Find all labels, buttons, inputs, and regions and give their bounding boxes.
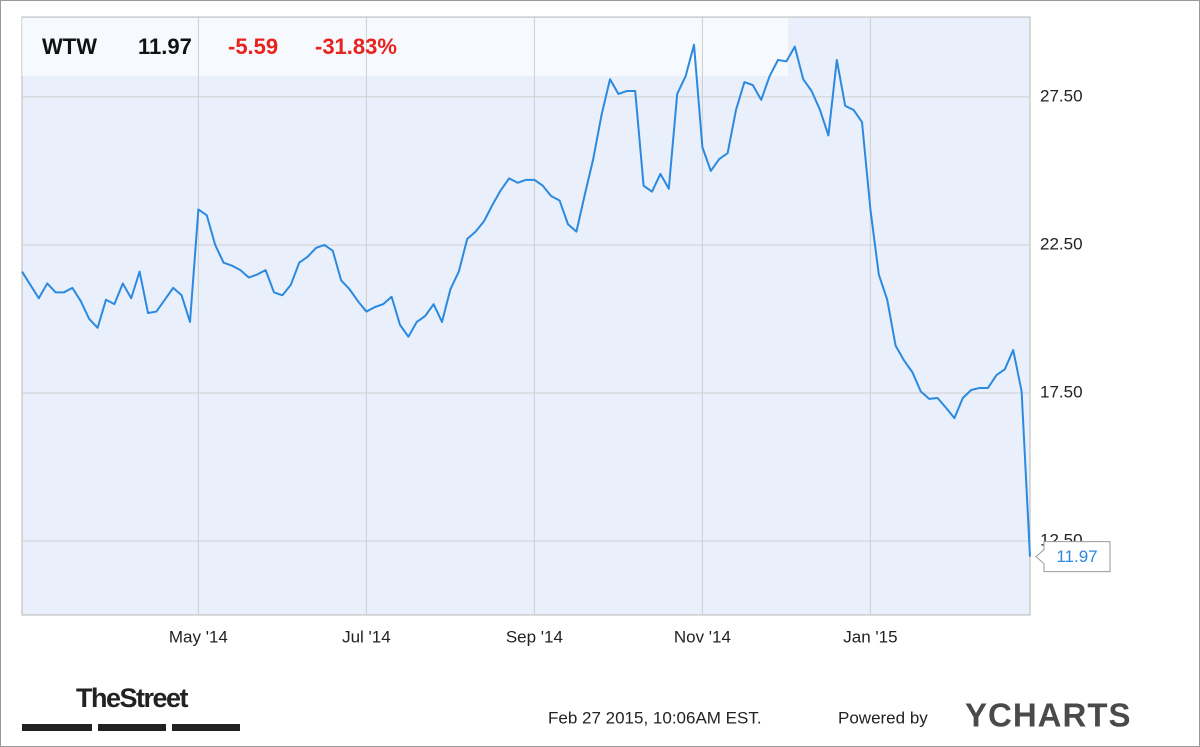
x-tick-label: May '14	[169, 627, 228, 646]
x-tick-label: Jan '15	[843, 627, 897, 646]
source-logo: TheStreet	[76, 683, 189, 713]
x-tick-label: Sep '14	[506, 627, 563, 646]
y-tick-label: 22.50	[1040, 234, 1083, 253]
timestamp: Feb 27 2015, 10:06AM EST.	[548, 708, 762, 727]
logo-bar	[98, 724, 166, 731]
last-value-callout	[1035, 541, 1111, 573]
price-line	[21, 43, 1031, 557]
last-value-label: 11.97	[1056, 547, 1097, 566]
powered-by: Powered by	[838, 708, 928, 727]
logo-bar	[22, 724, 92, 731]
x-tick-label: Nov '14	[674, 627, 731, 646]
change: -5.59	[228, 34, 278, 59]
y-tick-label: 17.50	[1040, 382, 1083, 401]
y-tick-label: 27.50	[1040, 86, 1083, 105]
plot-area	[21, 16, 1031, 616]
logo-bar	[172, 724, 240, 731]
change-pct: -31.83%	[315, 34, 397, 59]
price: 11.97	[138, 34, 192, 59]
brand: YCHARTS	[965, 697, 1132, 734]
header-band	[22, 18, 788, 76]
x-tick-label: Jul '14	[342, 627, 391, 646]
symbol: WTW	[42, 34, 97, 59]
